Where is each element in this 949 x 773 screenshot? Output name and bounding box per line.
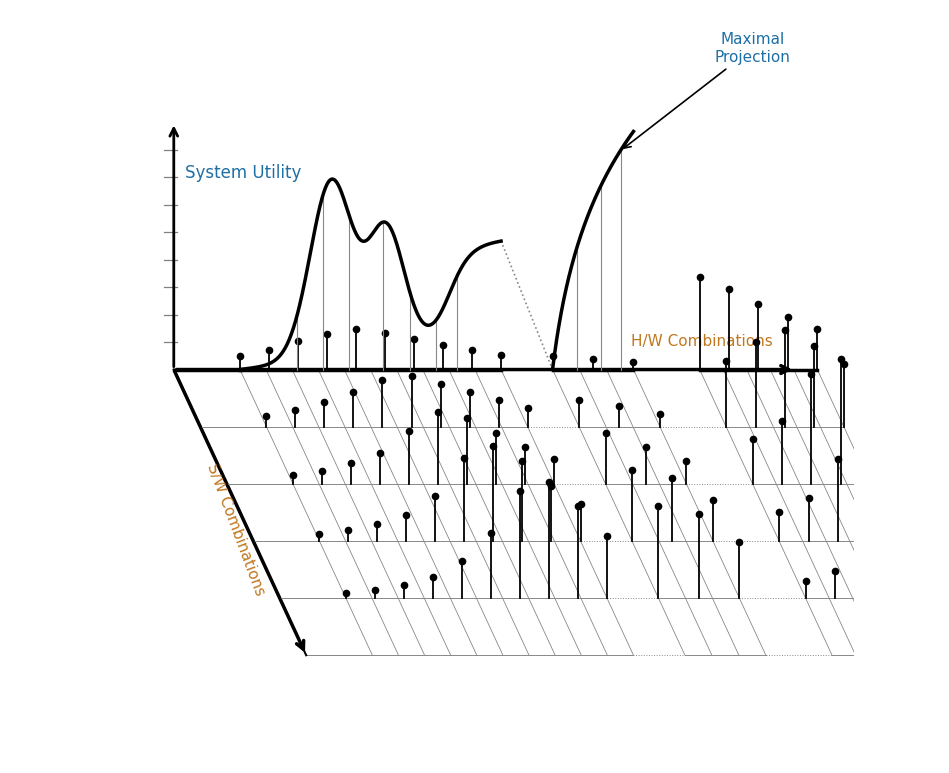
Text: Maximal
Projection: Maximal Projection bbox=[623, 32, 791, 148]
Text: H/W Combinations: H/W Combinations bbox=[631, 334, 773, 349]
Text: System Utility: System Utility bbox=[185, 164, 301, 182]
Text: S/W Combinations: S/W Combinations bbox=[204, 461, 268, 598]
